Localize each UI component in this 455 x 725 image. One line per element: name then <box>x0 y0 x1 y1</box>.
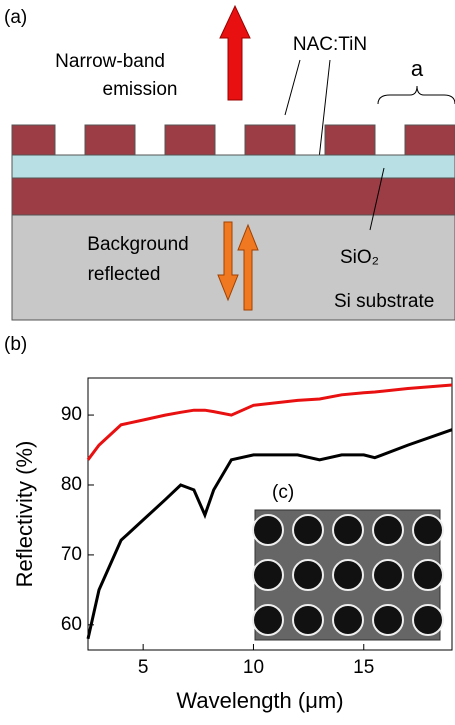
emission-label: Narrow-band <box>55 51 165 72</box>
sem-hole <box>373 515 403 545</box>
y-tick-label: 90 <box>61 404 82 425</box>
period-label: a <box>411 56 424 81</box>
sem-hole <box>293 515 323 545</box>
material-label: NAC:TiN <box>293 34 367 55</box>
background-label: Background <box>87 234 188 255</box>
grating-bar <box>165 125 215 155</box>
sem-hole <box>333 560 363 590</box>
inset-image <box>253 510 443 640</box>
inset-label: (c) <box>272 482 294 503</box>
grating-bar <box>245 125 295 155</box>
sem-hole <box>293 605 323 635</box>
sem-hole <box>333 515 363 545</box>
pointer <box>285 60 300 115</box>
y-tick-label: 80 <box>61 474 82 495</box>
tin-layer <box>12 178 455 215</box>
grating-bar <box>405 125 455 155</box>
panel-label: (b) <box>4 334 27 355</box>
panel-label: (a) <box>4 7 27 28</box>
sem-hole <box>333 605 363 635</box>
period-bracket <box>378 86 455 104</box>
sem-hole <box>293 560 323 590</box>
sem-hole <box>373 605 403 635</box>
y-tick-label: 60 <box>61 614 82 635</box>
emission-label: emission <box>103 79 178 100</box>
background-label: reflected <box>88 264 161 285</box>
x-tick-label: 10 <box>243 657 264 678</box>
substrate-label: Si substrate <box>334 291 434 312</box>
y-tick-label: 70 <box>61 544 82 565</box>
grating-bar <box>85 125 135 155</box>
oxide-label: SiO₂ <box>340 247 379 268</box>
x-tick-label: 5 <box>138 657 149 678</box>
figure: (a) Narrow-band emission NAC:TiN a Backg… <box>0 0 455 720</box>
sem-hole <box>253 560 283 590</box>
x-axis-label: Wavelength (μm) <box>176 688 343 713</box>
y-axis-label: Reflectivity (%) <box>12 441 37 588</box>
sem-hole <box>413 515 443 545</box>
grating-bar <box>325 125 375 155</box>
sem-hole <box>413 605 443 635</box>
sem-hole <box>413 560 443 590</box>
oxide-layer <box>12 155 455 178</box>
emission-arrow <box>220 6 250 100</box>
x-tick-label: 15 <box>353 657 374 678</box>
sem-hole <box>253 515 283 545</box>
grating-bar <box>12 125 55 155</box>
sem-hole <box>253 605 283 635</box>
sem-hole <box>373 560 403 590</box>
